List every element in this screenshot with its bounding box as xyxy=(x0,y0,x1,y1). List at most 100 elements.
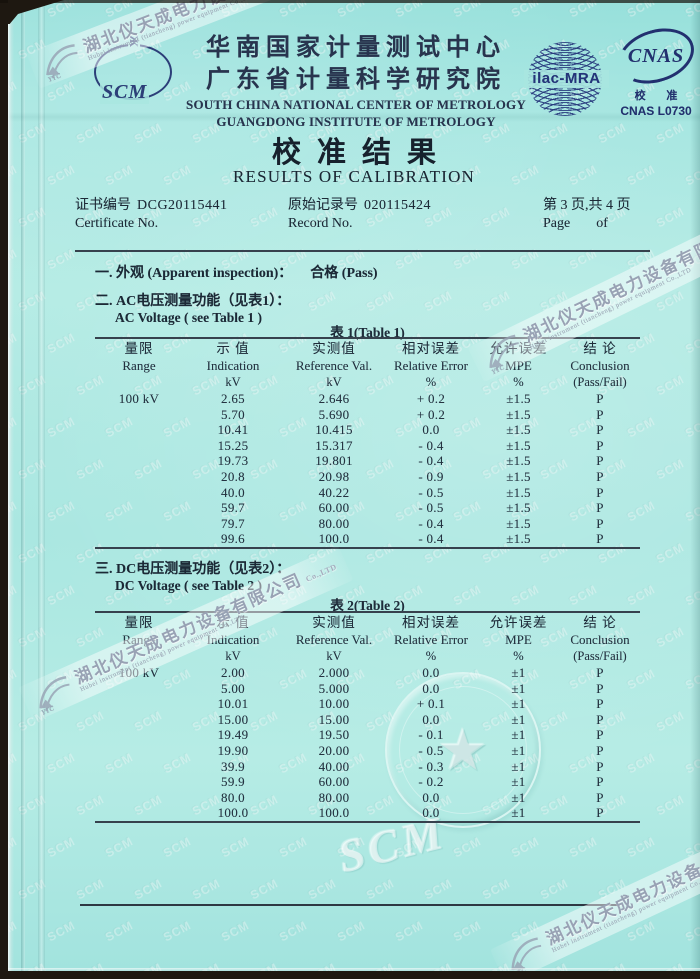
table-cell: 15.00 xyxy=(318,711,350,727)
table-cell: ±1.5 xyxy=(506,437,531,453)
table-cell xyxy=(95,805,183,821)
org-name-cn-2: 广东省计量科学研究院 xyxy=(206,67,506,93)
table-cell: Relative Error xyxy=(394,632,468,647)
table-cell: Relative Error xyxy=(394,358,468,373)
table-cell: 10.41 xyxy=(217,422,249,438)
table-cell: 0.0 xyxy=(422,680,440,696)
section-ac-voltage-en: AC Voltage ( see Table 1 ) xyxy=(115,310,263,325)
table-cell: 15.317 xyxy=(315,437,353,453)
table-cell: 80.0 xyxy=(221,789,245,805)
record-no-value: 020115424 xyxy=(364,198,431,213)
paper: SCM SCM SCM SCM SCM SCM SCM SCM SCM SCM SCM SCM SCM S… xyxy=(8,0,700,971)
table-cell: ±1 xyxy=(511,774,526,790)
table-cell xyxy=(95,759,183,775)
org-name-cn-1: 华南国家计量测试中心 xyxy=(206,35,506,61)
table-cell: 0.0 xyxy=(422,805,440,821)
table-cell: kV xyxy=(225,649,241,663)
page-number-block: 第 3 页,共 4 页 Page of xyxy=(543,197,634,233)
table-cell: ±1 xyxy=(511,727,526,743)
table-cell: 实测值 xyxy=(312,615,356,630)
table-row: 100 kV 2.00 2.000 0.0 ±1 P xyxy=(95,665,640,681)
table-dc-voltage: 量限 示 值 实测值 相对误差 允许误差 结 论 Range Indication Refere… xyxy=(95,611,640,823)
table-cell: Reference Val. xyxy=(295,358,373,373)
table-cell: kV xyxy=(326,375,342,389)
table-row: 79.7 80.00 - 0.4 ±1.5 P xyxy=(95,516,640,532)
table-cell: 相对误差 xyxy=(402,341,460,356)
table-cell: - 0.4 xyxy=(418,453,444,469)
table-cell: P xyxy=(596,711,604,727)
table-cell: ±1.5 xyxy=(506,468,531,484)
table-cell: 量限 xyxy=(124,615,154,630)
table-cell: 相对误差 xyxy=(402,615,460,630)
table-cell: 79.7 xyxy=(221,515,245,531)
table-cell: 10.01 xyxy=(217,696,249,712)
table-cell: 60.00 xyxy=(318,500,350,516)
signature-rule xyxy=(80,904,620,906)
table-cell: + 0.2 xyxy=(416,406,446,422)
embossed-star-seal: ★ xyxy=(385,672,541,828)
cnas-logo: CNAS 校 准 CNAS L0730 xyxy=(610,19,700,118)
table-cell: (Pass/Fail) xyxy=(573,649,627,663)
table-cell: Range xyxy=(95,631,183,648)
table-cell xyxy=(95,516,183,532)
table-cell: ±1.5 xyxy=(506,500,531,516)
table-cell: 100.0 xyxy=(318,531,350,547)
table-cell: 实测值 xyxy=(312,341,356,356)
table-cell: 0.0 xyxy=(422,422,440,438)
header-rule xyxy=(75,250,650,252)
table-cell: - 0.2 xyxy=(418,774,444,790)
table-cell: P xyxy=(596,500,604,516)
table-row: 15.00 15.00 0.0 ±1 P xyxy=(95,712,640,728)
table-cell: - 0.5 xyxy=(418,500,444,516)
ilac-mra-label: ilac-MRA xyxy=(532,70,601,87)
table-cell: P xyxy=(596,758,604,774)
table-cell: P xyxy=(596,727,604,743)
ytc-swoosh-icon: YTC xyxy=(46,44,78,83)
table-cell: 2.00 xyxy=(221,665,245,680)
table-cell: 19.50 xyxy=(318,727,350,743)
table-cell: 示 值 xyxy=(216,341,250,356)
table-cell: - 0.5 xyxy=(418,742,444,758)
table-cell: 59.7 xyxy=(221,500,245,516)
page-number-cn: 第 3 页,共 4 页 xyxy=(543,198,631,213)
table-cell: MPE xyxy=(505,358,532,373)
table-cell: (Pass/Fail) xyxy=(573,375,627,389)
table-cell: ±1.5 xyxy=(506,484,531,500)
table-row: 20.8 20.98 - 0.9 ±1.5 P xyxy=(95,469,640,485)
table-cell: 19.801 xyxy=(315,453,353,469)
table-cell: + 0.1 xyxy=(416,696,446,712)
table-cell: 2.000 xyxy=(318,665,350,680)
table-cell: 5.690 xyxy=(318,406,350,422)
table-cell xyxy=(95,696,183,712)
table-cell: ±1.5 xyxy=(506,531,531,547)
table-cell: 15.25 xyxy=(217,437,249,453)
table-cell: Range xyxy=(122,358,156,373)
section1-result: 合格 (Pass) xyxy=(310,266,378,281)
table-cell: P xyxy=(596,453,604,469)
table-cell: - 0.1 xyxy=(418,727,444,743)
table-cell xyxy=(95,407,183,423)
table-cell: 100 kV xyxy=(118,391,160,406)
table-cell: ±1.5 xyxy=(506,422,531,438)
page-label-en: Page xyxy=(543,216,571,231)
table-cell: P xyxy=(596,437,604,453)
section1-heading: 一. 外观 (Apparent inspection)： xyxy=(95,266,293,281)
table-cell: 100 kV xyxy=(95,665,183,681)
page-left-edge xyxy=(8,0,14,971)
table-cell: 5.000 xyxy=(318,680,350,696)
table-cell: P xyxy=(596,531,604,547)
table-row: kV kV%% (Pass/Fail) xyxy=(95,648,640,665)
table-cell: MPE xyxy=(505,632,532,647)
table1-title: 表 1(Table 1) xyxy=(330,325,405,340)
table-cell xyxy=(95,485,183,501)
table-cell: Indication xyxy=(206,632,260,647)
record-number-block: 原始记录号 020115424 Record No. xyxy=(288,197,431,233)
table-cell: ±1 xyxy=(511,742,526,758)
table-cell: ±1 xyxy=(511,696,526,712)
table-cell: P xyxy=(596,422,604,438)
page-right-shade xyxy=(690,0,700,971)
table-cell: 80.00 xyxy=(318,515,350,531)
record-no-label-cn: 原始记录号 xyxy=(288,198,358,213)
